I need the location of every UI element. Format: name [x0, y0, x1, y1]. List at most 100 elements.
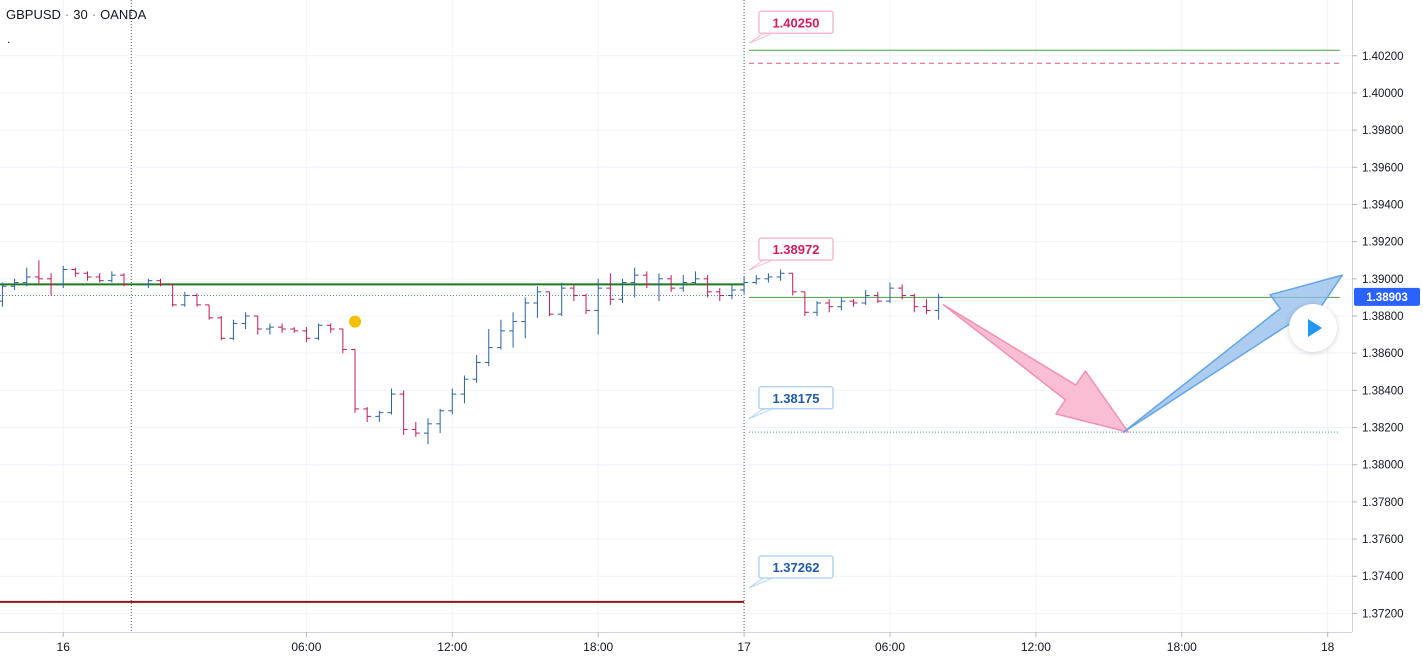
symbol-legend[interactable]: GBPUSD · 30 · OANDA	[6, 7, 146, 22]
time-tick-label: 16	[57, 640, 71, 654]
up-bar	[496, 319, 505, 350]
up-bar	[776, 269, 785, 281]
up-bar	[460, 375, 469, 404]
down-bar	[351, 348, 360, 413]
up-bar	[934, 293, 943, 320]
up-bar	[22, 267, 31, 287]
down-bar	[582, 293, 591, 315]
callout-box	[758, 237, 834, 261]
price-tick-label: 1.39800	[1362, 125, 1404, 137]
up-bar	[594, 278, 603, 335]
up-bar	[885, 282, 894, 303]
down-bar	[667, 275, 676, 292]
time-tick-label: 06:00	[291, 640, 321, 654]
up-bar	[618, 278, 627, 303]
time-axis	[0, 632, 1423, 660]
callout-label: 1.37262	[772, 560, 819, 575]
time-tick-label: 17	[737, 640, 751, 654]
callout-box	[758, 10, 834, 35]
up-bar	[423, 418, 432, 445]
down-bar	[606, 273, 615, 305]
up-bar	[521, 297, 530, 339]
price-tick-label: 1.39400	[1362, 199, 1404, 211]
up-bar	[484, 329, 493, 367]
up-bar	[10, 278, 19, 290]
price-tick-label: 1.38000	[1362, 460, 1404, 472]
down-bar	[703, 275, 712, 298]
callout-1-38972: 1.38972	[748, 237, 834, 271]
down-bar	[278, 323, 287, 333]
down-bar	[910, 293, 919, 313]
down-bar	[898, 284, 907, 300]
price-tick-label: 1.40000	[1362, 88, 1404, 100]
up-bar	[0, 282, 7, 307]
down-bar	[873, 291, 882, 303]
up-bar	[533, 286, 542, 318]
down-bar	[217, 316, 226, 341]
up-bar	[375, 410, 384, 422]
time-tick-label: 18:00	[583, 640, 613, 654]
down-bar	[205, 304, 214, 320]
interval-label: 30	[73, 7, 88, 22]
time-tick-label: 12:00	[1021, 640, 1051, 654]
down-bar	[788, 272, 797, 296]
time-tick-label: 18	[1321, 640, 1335, 654]
up-bar	[314, 323, 323, 341]
down-bar	[302, 327, 311, 343]
price-tick-label: 1.39200	[1362, 237, 1404, 249]
down-bar	[71, 267, 80, 277]
down-bar	[290, 327, 299, 333]
down-bar	[47, 273, 56, 296]
callout-box	[758, 386, 834, 410]
up-bar	[837, 297, 846, 311]
up-bar	[241, 312, 250, 330]
down-bar	[326, 323, 335, 333]
price-tick-label: 1.38200	[1362, 423, 1404, 435]
up-bar	[387, 388, 396, 415]
down-bar	[825, 299, 834, 313]
down-bar	[192, 293, 201, 307]
ohlc-bars	[0, 260, 943, 445]
play-icon[interactable]	[1289, 304, 1337, 352]
down-bar	[363, 407, 372, 422]
down-bar	[95, 273, 104, 283]
up-bar	[691, 271, 700, 285]
last-price-label: 1.38903	[1366, 292, 1408, 304]
time-tick-label: 06:00	[875, 640, 905, 654]
up-bar	[472, 355, 481, 383]
down-bar	[399, 390, 408, 435]
up-bar	[436, 408, 445, 434]
up-bar	[764, 273, 773, 283]
down-bar	[411, 421, 420, 437]
price-tick-label: 1.38600	[1362, 348, 1404, 360]
down-bar	[569, 284, 578, 302]
down-bar	[800, 291, 809, 316]
down-bar	[120, 273, 129, 287]
price-tick-label: 1.37400	[1362, 571, 1404, 583]
legend-separator: ·	[91, 7, 97, 22]
callout-1-38175: 1.38175	[748, 386, 834, 420]
up-bar	[509, 312, 518, 348]
time-tick-label: 18:00	[1167, 640, 1197, 654]
down-bar	[545, 291, 554, 316]
callout-label: 1.40250	[772, 15, 819, 30]
indicator-dot: .	[7, 32, 11, 46]
up-bar	[265, 323, 274, 335]
up-bar	[740, 276, 749, 294]
up-bar	[107, 271, 116, 283]
up-bar	[448, 388, 457, 415]
up-bar	[861, 289, 870, 305]
price-tick-label: 1.38400	[1362, 385, 1404, 397]
event-marker	[349, 315, 362, 328]
down-bar	[83, 271, 92, 281]
callout-label: 1.38972	[772, 242, 819, 257]
down-bar	[922, 299, 931, 315]
up-bar	[813, 301, 822, 316]
up-bar	[557, 282, 566, 316]
source-label: OANDA	[100, 7, 147, 22]
callout-label: 1.38175	[772, 391, 819, 406]
price-tick-label: 1.39600	[1362, 162, 1404, 174]
up-bar	[679, 275, 688, 292]
